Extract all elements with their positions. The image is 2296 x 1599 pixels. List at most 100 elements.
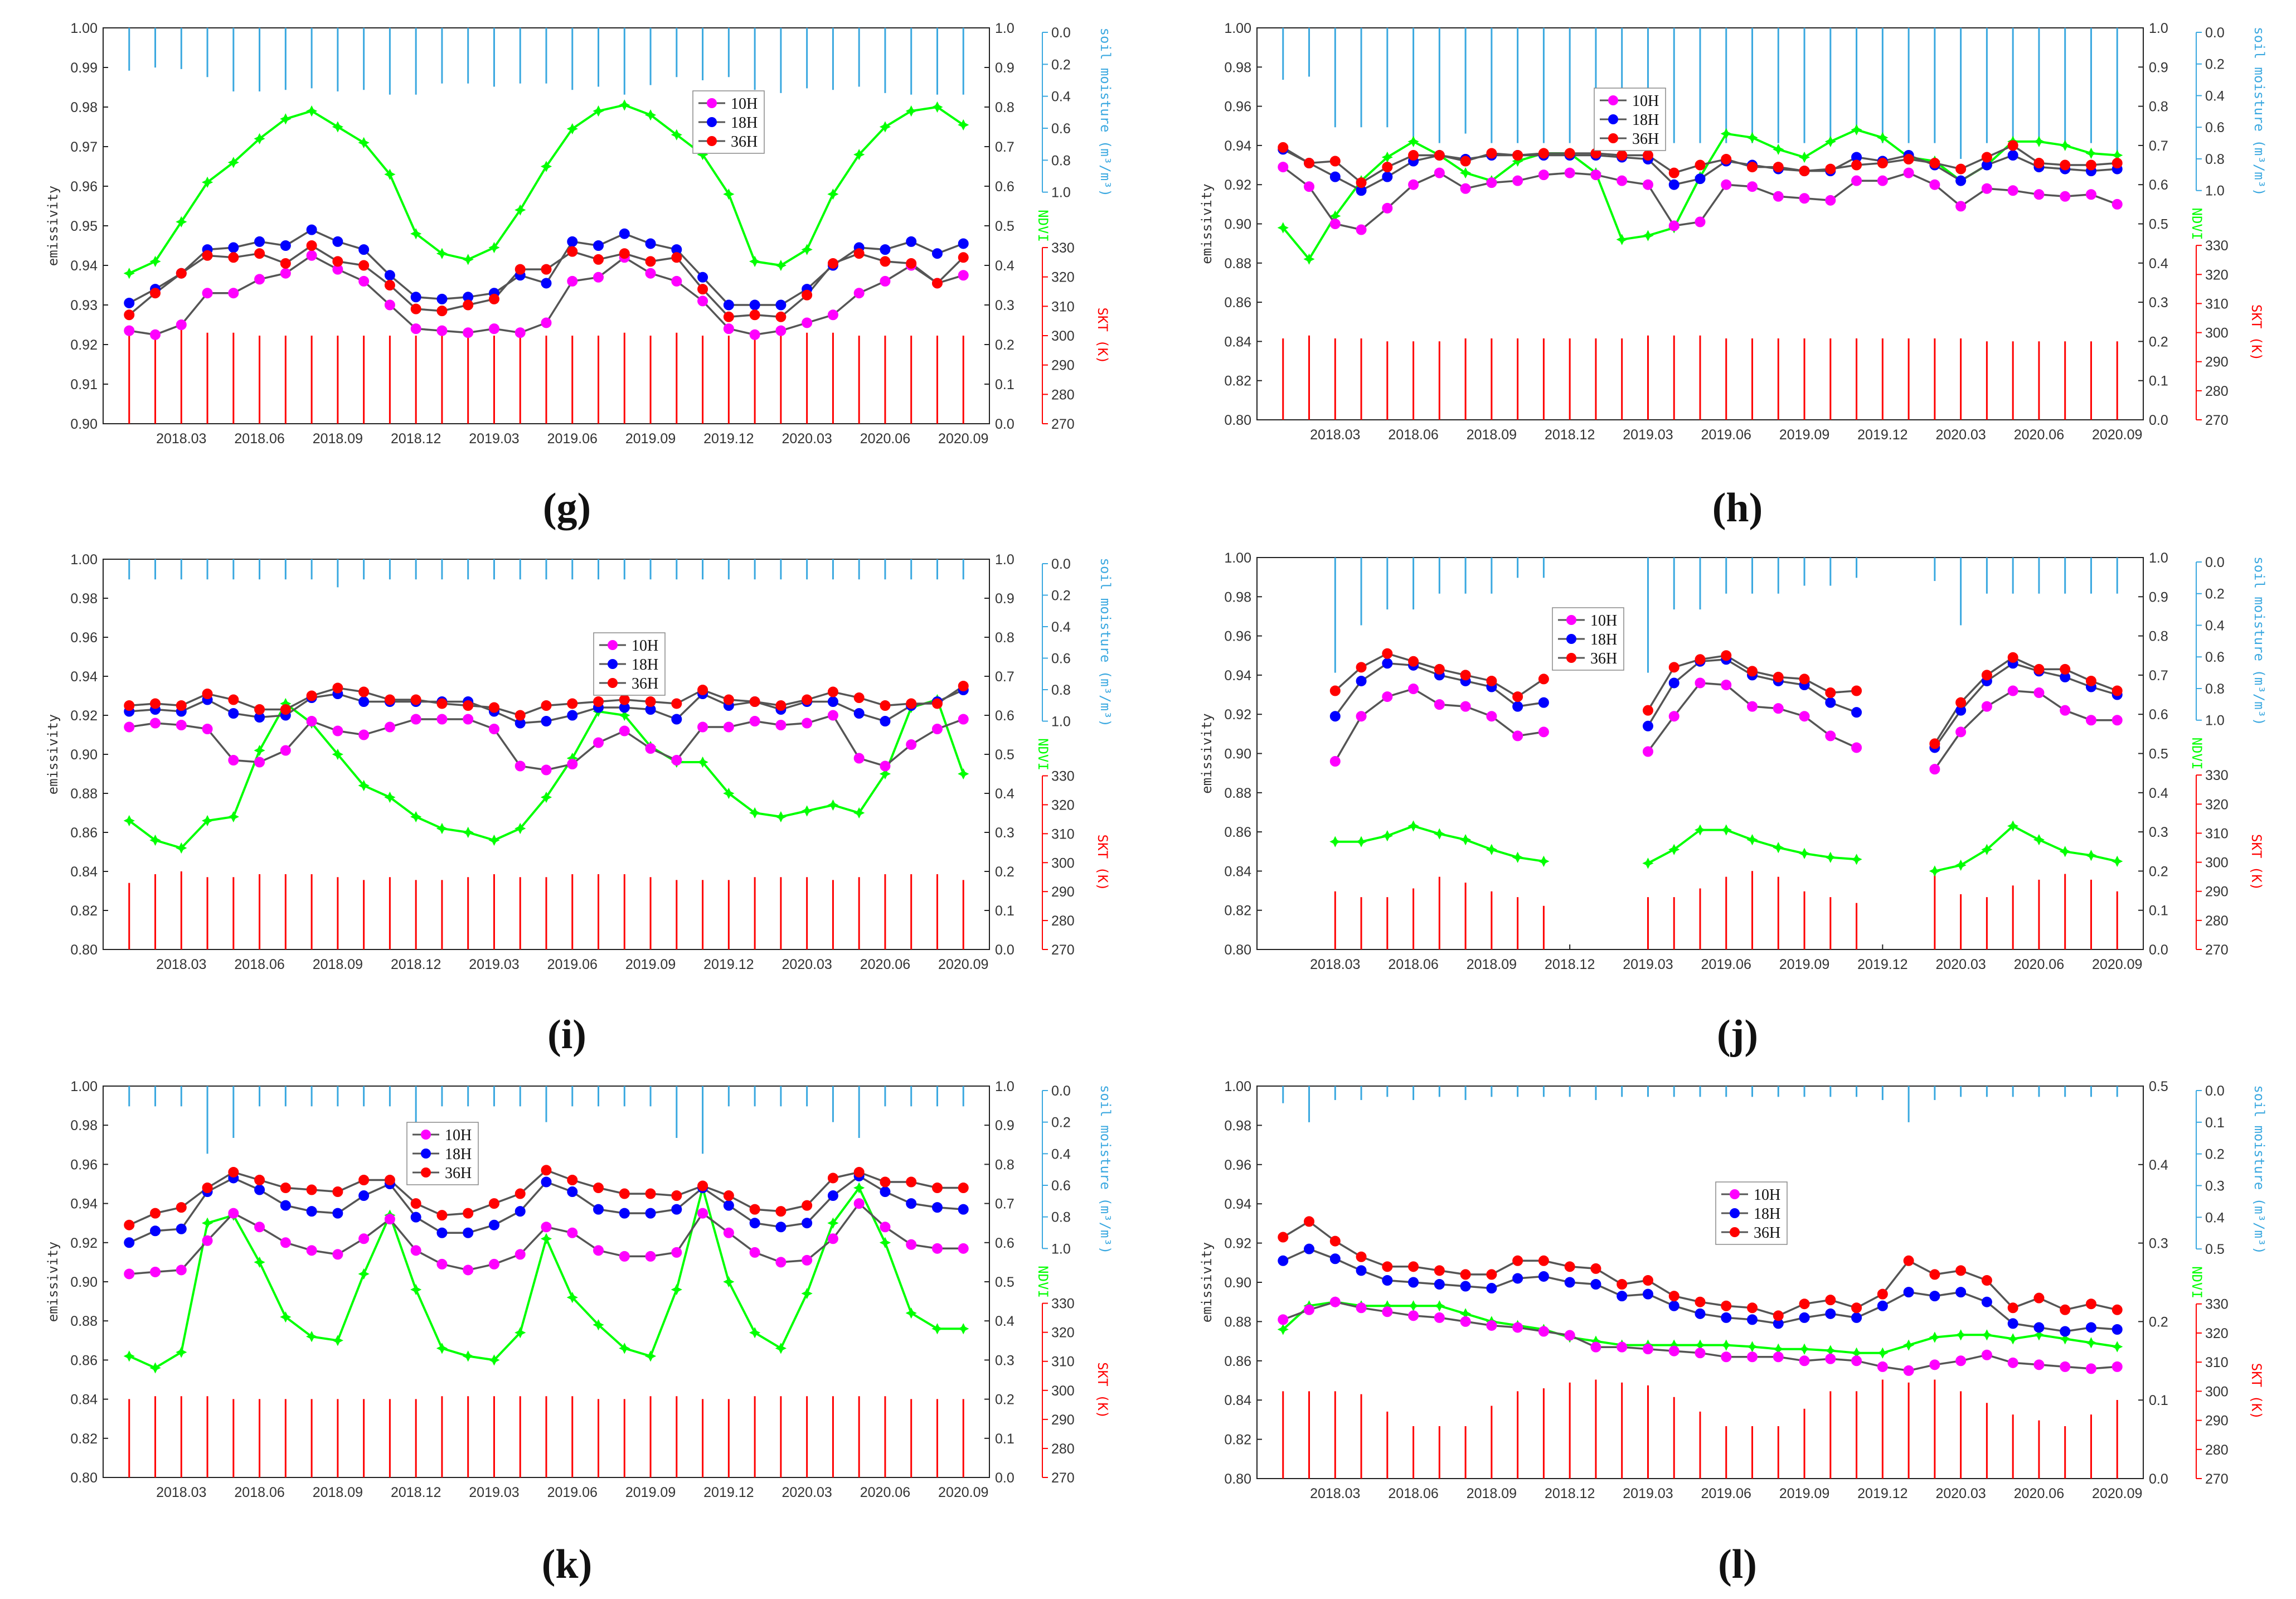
data-point-10H: [124, 1268, 135, 1280]
ndvi-point: [280, 1311, 292, 1323]
y-tick-label: 0.80: [1224, 942, 1251, 958]
ndvi-point: [1981, 1329, 1993, 1341]
data-point-18H: [514, 1206, 526, 1217]
data-point-18H: [1329, 1253, 1341, 1264]
ndvi-point: [1746, 834, 1758, 846]
data-point-36H: [906, 258, 917, 269]
data-point-10H: [1981, 701, 1992, 712]
soil-tick-label: 0.5: [2205, 1242, 2225, 1257]
data-point-18H: [2007, 149, 2018, 161]
skt-axis-title: SKT (K): [2249, 1363, 2264, 1419]
data-point-36H: [853, 692, 865, 703]
panel-label: (g): [543, 485, 591, 531]
data-point-10H: [853, 1198, 865, 1209]
data-point-36H: [254, 1174, 265, 1185]
data-point-18H: [671, 714, 682, 725]
data-point-10H: [410, 1245, 421, 1256]
ndvi-point: [593, 105, 604, 117]
data-point-10H: [671, 1247, 682, 1258]
ndvi-point: [775, 811, 787, 823]
ndvi-point: [619, 99, 630, 111]
data-point-18H: [1825, 1308, 1836, 1319]
data-point-36H: [775, 700, 787, 711]
data-point-36H: [2033, 1292, 2045, 1304]
data-point-10H: [384, 299, 395, 311]
data-point-18H: [1642, 720, 1653, 731]
ndvi-tick-label: 0.2: [995, 1392, 1014, 1408]
data-point-10H: [1538, 726, 1549, 738]
skt-tick-label: 320: [2205, 797, 2229, 812]
x-tick-label: 2018.06: [1388, 957, 1438, 972]
data-point-10H: [488, 724, 499, 734]
ndvi-axis-title: NDVI: [2189, 738, 2205, 770]
ndvi-point: [1512, 155, 1523, 167]
data-point-18H: [593, 240, 604, 251]
data-point-36H: [1773, 671, 1784, 682]
y-tick-label: 0.96: [70, 179, 98, 195]
data-point-10H: [1564, 1330, 1575, 1341]
y-tick-label: 0.96: [1224, 1157, 1251, 1173]
soil-tick-label: 0.8: [2205, 152, 2225, 167]
data-point-10H: [306, 250, 317, 261]
data-point-18H: [1695, 173, 1706, 185]
data-point-36H: [1929, 1269, 1940, 1280]
data-point-36H: [228, 252, 239, 263]
legend-marker: [1566, 634, 1576, 644]
data-point-10H: [1799, 1355, 1810, 1367]
data-point-36H: [1825, 163, 1836, 175]
y-tick-label: 0.86: [1224, 1354, 1251, 1369]
x-tick-label: 2019.12: [703, 957, 754, 972]
soil-tick-label: 0.2: [1051, 1115, 1071, 1131]
ndvi-point: [540, 1233, 552, 1244]
x-tick-label: 2020.09: [938, 957, 988, 972]
data-point-10H: [358, 275, 370, 287]
x-tick-label: 2019.09: [625, 431, 676, 447]
ndvi-point: [123, 268, 135, 279]
data-point-10H: [2007, 685, 2018, 696]
skt-tick-label: 310: [1051, 299, 1075, 314]
data-point-18H: [254, 1184, 265, 1195]
data-point-10H: [228, 288, 239, 299]
data-point-10H: [1486, 1320, 1497, 1331]
x-tick-label: 2018.09: [1467, 1486, 1517, 1501]
skt-tick-label: 280: [1051, 913, 1075, 929]
ndvi-tick-label: 0.4: [995, 1314, 1014, 1329]
data-point-36H: [671, 698, 682, 709]
data-point-10H: [1642, 1344, 1653, 1355]
data-point-10H: [1278, 1314, 1289, 1325]
skt-tick-label: 280: [2205, 913, 2229, 929]
data-point-18H: [124, 297, 135, 308]
data-point-10H: [1538, 169, 1549, 181]
data-point-18H: [1668, 1300, 1679, 1311]
ndvi-tick-label: 1.0: [995, 552, 1014, 568]
soil-tick-label: 0.8: [1051, 682, 1071, 698]
ndvi-point: [671, 1283, 682, 1296]
data-point-36H: [645, 256, 656, 267]
data-point-10H: [1460, 701, 1471, 712]
x-tick-label: 2020.06: [2014, 1486, 2064, 1501]
ndvi-line: [128, 1183, 964, 1369]
data-point-18H: [306, 1206, 317, 1217]
data-point-18H: [280, 240, 291, 251]
ndvi-point: [227, 157, 239, 168]
legend-label: 36H: [445, 1165, 472, 1182]
data-point-10H: [1329, 219, 1341, 229]
soil-tick-label: 0.2: [1051, 588, 1071, 604]
ndvi-tick-label: 0.3: [995, 1353, 1014, 1368]
data-point-36H: [488, 702, 499, 713]
soil-tick-label: 0.8: [1051, 1210, 1071, 1225]
y-tick-label: 1.00: [70, 21, 98, 36]
data-point-36H: [1721, 154, 1732, 165]
x-tick-label: 2018.12: [1545, 427, 1595, 443]
data-point-10H: [1642, 746, 1653, 757]
data-point-36H: [514, 264, 526, 275]
ndvi-tick-label: 0.2: [995, 864, 1014, 880]
data-point-10H: [332, 725, 343, 736]
data-point-10H: [775, 1257, 787, 1268]
data-point-18H: [775, 1222, 787, 1233]
ndvi-tick-label: 0.1: [2149, 903, 2168, 919]
ndvi-point: [1277, 222, 1289, 234]
data-point-10H: [1773, 703, 1784, 714]
data-point-10H: [880, 760, 891, 772]
x-tick-label: 2018.03: [156, 431, 206, 447]
